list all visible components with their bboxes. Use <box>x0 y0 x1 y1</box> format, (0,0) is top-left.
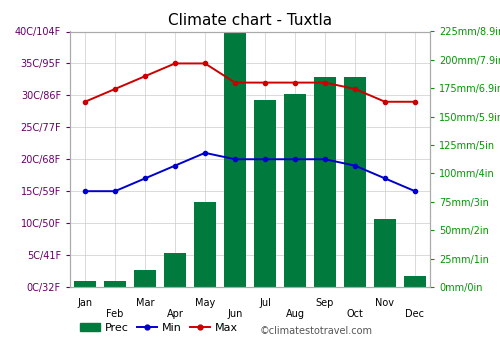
Text: Jul: Jul <box>259 299 271 308</box>
Title: Climate chart - Tuxtla: Climate chart - Tuxtla <box>168 13 332 28</box>
Bar <box>194 202 216 287</box>
Text: Jan: Jan <box>78 299 92 308</box>
Bar <box>314 77 336 287</box>
Bar <box>104 281 126 287</box>
Legend: Prec, Min, Max: Prec, Min, Max <box>76 319 242 338</box>
Text: Aug: Aug <box>286 309 304 319</box>
Bar <box>224 26 246 287</box>
Bar <box>284 94 306 287</box>
Text: Oct: Oct <box>346 309 364 319</box>
Text: Feb: Feb <box>106 309 124 319</box>
Text: Mar: Mar <box>136 299 154 308</box>
Text: Jun: Jun <box>228 309 242 319</box>
Bar <box>344 77 366 287</box>
Text: ©climatestotravel.com: ©climatestotravel.com <box>260 326 373 336</box>
Text: Nov: Nov <box>376 299 394 308</box>
Text: Apr: Apr <box>166 309 184 319</box>
Bar <box>164 253 186 287</box>
Text: Dec: Dec <box>406 309 424 319</box>
Text: Sep: Sep <box>316 299 334 308</box>
Bar <box>74 281 96 287</box>
Bar <box>404 276 426 287</box>
Text: May: May <box>195 299 215 308</box>
Bar <box>254 100 276 287</box>
Bar <box>134 270 156 287</box>
Bar <box>374 219 396 287</box>
